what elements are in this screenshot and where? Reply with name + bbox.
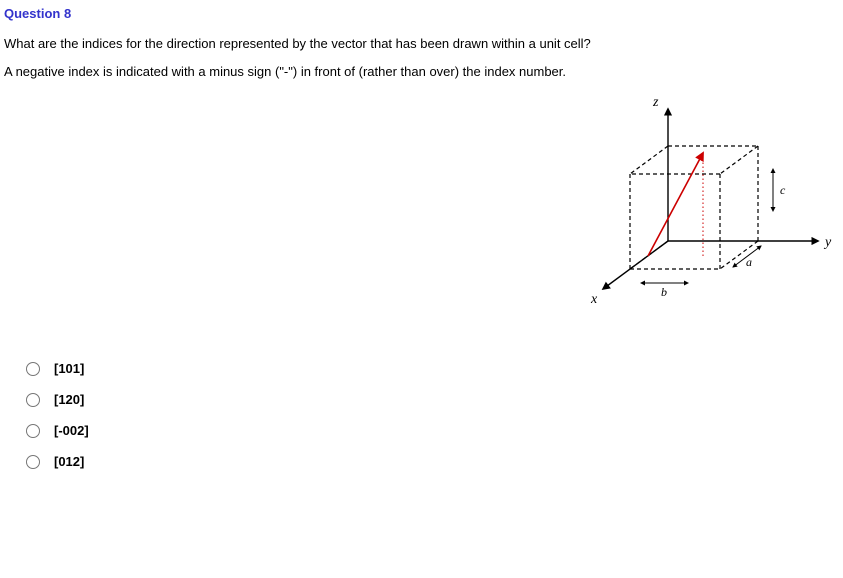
cube-edge (720, 146, 758, 174)
x-label: x (590, 292, 598, 307)
options-group: [101] [120] [-002] [012] (4, 361, 843, 495)
question-prompt-line-1: What are the indices for the direction r… (4, 35, 843, 53)
option-radio-neg002[interactable] (26, 424, 40, 438)
question-prompt-line-2: A negative index is indicated with a min… (4, 63, 843, 81)
option-row[interactable]: [-002] (26, 423, 843, 438)
option-label: [012] (54, 454, 84, 469)
z-label: z (652, 95, 659, 110)
c-label: c (780, 183, 786, 197)
a-label: a (746, 255, 752, 269)
option-radio-101[interactable] (26, 362, 40, 376)
option-label: [101] (54, 361, 84, 376)
question-header: Question 8 (4, 6, 843, 21)
unit-cell-diagram: z y x a b c (583, 91, 843, 321)
cube-edge (720, 241, 758, 269)
diagram-region: z y x a b c (4, 91, 843, 321)
unit-cell-svg: z y x a b c (583, 91, 843, 321)
option-label: [120] (54, 392, 84, 407)
cube-edge (630, 146, 668, 174)
option-radio-012[interactable] (26, 455, 40, 469)
option-radio-120[interactable] (26, 393, 40, 407)
y-label: y (823, 235, 832, 250)
option-row[interactable]: [012] (26, 454, 843, 469)
option-row[interactable]: [120] (26, 392, 843, 407)
x-axis (603, 241, 668, 289)
b-label: b (661, 285, 667, 299)
option-row[interactable]: [101] (26, 361, 843, 376)
option-label: [-002] (54, 423, 89, 438)
question-container: Question 8 What are the indices for the … (0, 0, 843, 495)
